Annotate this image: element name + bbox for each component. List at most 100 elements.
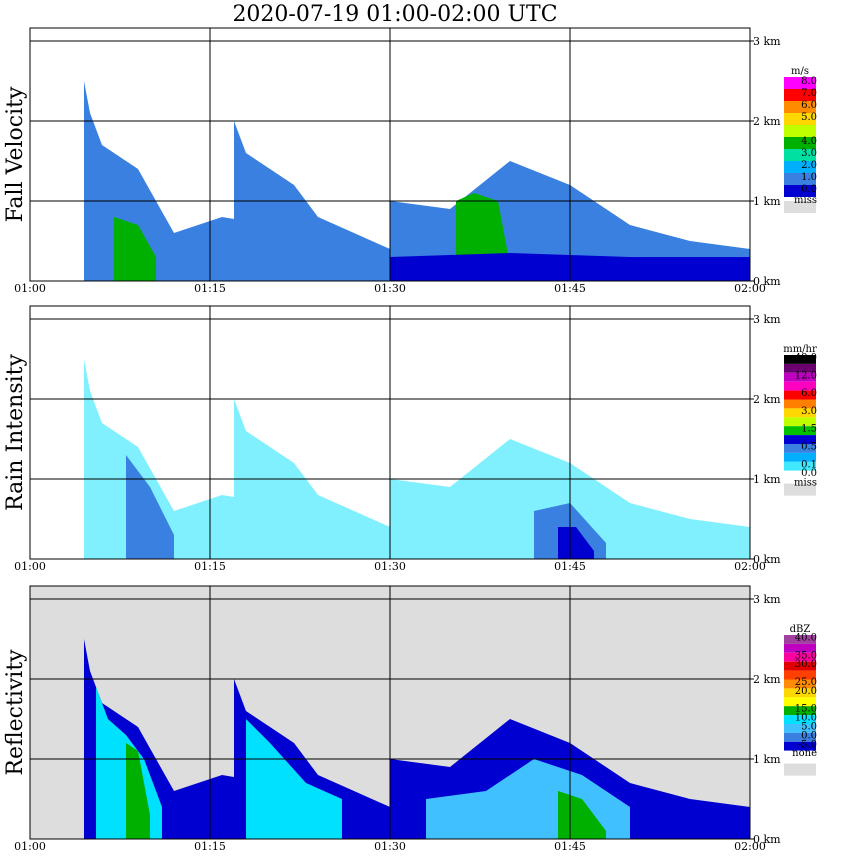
colorbar-swatch <box>784 741 816 751</box>
y-tick-label: 0 km <box>753 553 781 566</box>
echo-region-7 <box>558 527 594 559</box>
colorbar-label: 0.0 <box>801 468 817 479</box>
x-tick-label: 02:00 <box>734 840 766 853</box>
echo-region-6 <box>246 719 342 839</box>
colorbar-swatch <box>784 715 816 724</box>
colorbar-label: 25.0 <box>795 677 817 688</box>
plot-frame <box>29 305 751 560</box>
colorbar-swatch <box>784 750 816 760</box>
colorbar-label: 6.0 <box>801 100 817 111</box>
colorbar-swatch <box>784 89 816 101</box>
colorbar-label: 40.0 <box>795 632 817 643</box>
colorbar-swatch <box>784 149 816 161</box>
colorbar-label: 8.0 <box>801 76 817 87</box>
y-tick-label: 3 km <box>753 313 781 326</box>
y-tick-label: 3 km <box>753 35 781 48</box>
colorbar-swatch <box>784 125 816 137</box>
colorbar-swatch <box>784 435 816 444</box>
colorbar-label: none <box>792 748 817 759</box>
plot-frame <box>29 585 751 840</box>
colorbar-label: 3.0 <box>801 406 817 417</box>
echo-region-5 <box>126 455 174 559</box>
colorbar-label: 2.0 <box>801 160 817 171</box>
panel-2: 0 km 1 km 2 km 3 km 01:00 01:15 01:30 01:45 02:0… <box>3 305 817 573</box>
colorbar-swatch <box>784 679 816 689</box>
colorbar-swatch <box>784 461 816 471</box>
colorbar-swatch <box>784 697 816 707</box>
colorbar-swatch <box>784 101 816 113</box>
colorbar-swatch <box>784 372 816 382</box>
colorbar-label: 1.5 <box>801 424 817 435</box>
x-tick-label: 01:30 <box>374 282 406 295</box>
colorbar-swatch <box>784 643 816 653</box>
colorbar-swatch <box>784 661 816 671</box>
colorbar-swatch <box>784 732 816 742</box>
colorbar-missing-swatch <box>784 763 816 776</box>
colorbar-swatch <box>784 137 816 149</box>
colorbar-swatch <box>784 706 816 716</box>
colorbar-label: 0.5 <box>801 441 817 452</box>
y-tick-label: 0 km <box>753 833 781 846</box>
colorbar-swatch <box>784 417 816 427</box>
echo-region-1 <box>84 81 174 281</box>
colorbar-label: 5.0 <box>801 112 817 123</box>
chart-title: 2020-07-19 01:00-02:00 UTC <box>232 2 558 27</box>
x-tick-label: 01:30 <box>374 840 406 853</box>
colorbar-label: 20.0 <box>795 686 817 697</box>
colorbar-swatch <box>784 652 816 662</box>
x-tick-label: 01:30 <box>374 560 406 573</box>
x-tick-label: 01:15 <box>194 282 226 295</box>
colorbar-swatch <box>784 426 816 436</box>
plot-frame <box>29 27 751 282</box>
colorbar-label: 15.0 <box>795 704 817 715</box>
colorbar-swatch <box>784 363 816 373</box>
panel-3: 0 km 1 km 2 km 3 km 01:00 01:15 01:30 01:45 02:0… <box>3 585 817 853</box>
colorbar-label: 0.0 <box>801 184 817 195</box>
y-tick-label: 2 km <box>753 673 781 686</box>
colorbar-label: 5.0 <box>801 721 817 732</box>
y-tick-label: 0 km <box>753 275 781 288</box>
x-tick-label: 01:00 <box>14 840 46 853</box>
colorbar-swatch <box>784 635 816 644</box>
colorbar-swatch <box>784 113 816 125</box>
colorbar-swatch <box>784 381 816 391</box>
colorbar-swatch <box>784 470 816 480</box>
echo-region-3 <box>234 399 390 559</box>
colorbar-swatch <box>784 452 816 462</box>
colorbar-missing-label: miss <box>794 195 817 206</box>
colorbar-swatch <box>784 408 816 418</box>
colorbar-label: 35.0 <box>795 650 817 661</box>
x-tick-label: 01:45 <box>554 282 586 295</box>
colorbar-unit: dBZ <box>790 624 811 635</box>
echo-region-8 <box>126 743 150 839</box>
panel-ylabel: Rain Intensity <box>3 353 28 510</box>
colorbar-swatch <box>784 724 816 733</box>
colorbar-label: 30.0 <box>795 659 817 670</box>
panel-1: 0 km 1 km 2 km 3 km 01:00 01:15 01:30 01:45 02:0… <box>3 27 817 295</box>
y-tick-label: 3 km <box>753 593 781 606</box>
colorbar-label: 10.0 <box>795 713 817 724</box>
x-tick-label: 01:15 <box>194 840 226 853</box>
y-tick-label: 2 km <box>753 115 781 128</box>
colorbar-missing-label: miss <box>794 478 817 489</box>
y-tick-label: 1 km <box>753 195 781 208</box>
colorbar-label: 6.0 <box>801 388 817 399</box>
panel-ylabel: Reflectivity <box>3 649 28 776</box>
colorbar-swatch <box>784 390 816 400</box>
x-tick-label: 01:15 <box>194 560 226 573</box>
x-tick-label: 02:00 <box>734 282 766 295</box>
colorbar-unit: mm/hr <box>783 344 817 355</box>
colorbar-unit: m/s <box>791 66 809 77</box>
colorbar-swatch <box>784 77 816 89</box>
colorbar-swatch <box>784 688 816 698</box>
x-tick-label: 01:45 <box>554 560 586 573</box>
colorbar-swatch <box>784 161 816 173</box>
colorbar-label: 7.0 <box>801 88 817 99</box>
y-tick-label: 2 km <box>753 393 781 406</box>
colorbar-label: 1.0 <box>801 172 817 183</box>
panel-ylabel: Fall Velocity <box>3 86 28 222</box>
colorbar-label: 0.0 <box>801 730 817 741</box>
colorbar-missing-swatch <box>784 201 816 213</box>
colorbar-missing-swatch <box>784 483 816 496</box>
